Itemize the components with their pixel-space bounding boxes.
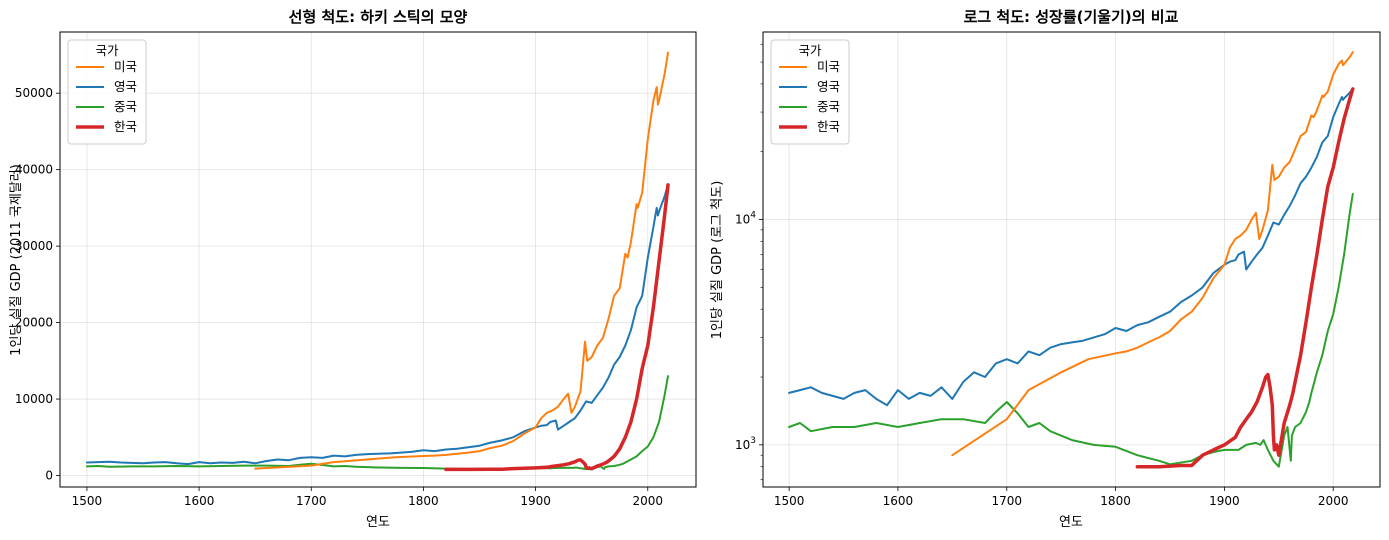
x-tick-label: 1700 [991, 494, 1022, 508]
legend-label-korea: 한국 [817, 119, 840, 134]
legend-title: 국가 [798, 43, 822, 58]
log-scale-chart: 1500 1600 1700 1800 1900 2000 103 104 로그 척도: 성… [710, 8, 1381, 530]
series-lines [788, 51, 1355, 469]
plot-frame [762, 31, 1381, 488]
series-line-usa [951, 51, 1354, 457]
y-tick-label: 40000 [15, 163, 53, 177]
legend-label-korea: 한국 [114, 119, 137, 134]
x-axis-ticks: 1500 1600 1700 1800 1900 2000 [72, 487, 663, 508]
x-tick-label: 1600 [184, 494, 215, 508]
legend-title: 국가 [95, 43, 119, 58]
y-tick-label: 104 [735, 211, 756, 227]
y-tick-label: 50000 [15, 86, 53, 100]
x-tick-label: 1700 [296, 494, 327, 508]
x-tick-label: 1900 [1209, 494, 1240, 508]
x-tick-label: 2000 [632, 494, 663, 508]
y-tick-label: 103 [735, 436, 756, 452]
series-line-usa [254, 51, 669, 470]
y-axis-ticks: 103 104 [735, 43, 763, 481]
x-axis-ticks: 1500 1600 1700 1800 1900 2000 [774, 487, 1349, 508]
series-line-korea [1135, 87, 1355, 469]
x-tick-label: 1500 [72, 494, 103, 508]
y-tick-label: 10000 [15, 392, 53, 406]
series-line-china [788, 192, 1354, 468]
legend-label-china: 중국 [114, 99, 137, 114]
legend-label-usa: 미국 [114, 59, 137, 74]
legend-label-uk: 영국 [817, 79, 840, 94]
y-axis-label: 1인당 실질 GDP (로그 척도) [710, 181, 725, 340]
x-tick-label: 1900 [520, 494, 551, 508]
plot-area [60, 32, 696, 487]
x-axis-label: 연도 [1059, 515, 1083, 530]
y-axis-label: 1인당 실질 GDP (2011 국제달러) [9, 164, 24, 356]
chart-title: 로그 척도: 성장률(기울기)의 비교 [964, 8, 1179, 26]
series-line-korea [444, 183, 670, 472]
legend-label-uk: 영국 [114, 79, 137, 94]
x-tick-label: 2000 [1318, 494, 1349, 508]
plot-frame [59, 31, 697, 488]
x-tick-label: 1500 [774, 494, 805, 508]
x-axis-label: 연도 [366, 515, 390, 530]
x-tick-label: 1800 [408, 494, 439, 508]
plot-area [763, 32, 1380, 487]
y-axis-ticks: 0 10000 20000 30000 40000 50000 [15, 86, 60, 483]
x-tick-label: 1800 [1100, 494, 1131, 508]
legend-label-china: 중국 [817, 99, 840, 114]
series-line-uk [85, 183, 669, 466]
y-tick-label: 0 [45, 469, 53, 483]
linear-scale-chart: 1500 1600 1700 1800 1900 2000 0 10000 20000 3000… [9, 8, 697, 530]
y-tick-label: 20000 [15, 316, 53, 330]
series-lines [85, 51, 670, 472]
x-tick-label: 1600 [883, 494, 914, 508]
legend-label-usa: 미국 [817, 59, 840, 74]
y-tick-label: 30000 [15, 239, 53, 253]
series-line-uk [788, 87, 1354, 407]
chart-title: 선형 척도: 하키 스틱의 모양 [289, 8, 468, 26]
